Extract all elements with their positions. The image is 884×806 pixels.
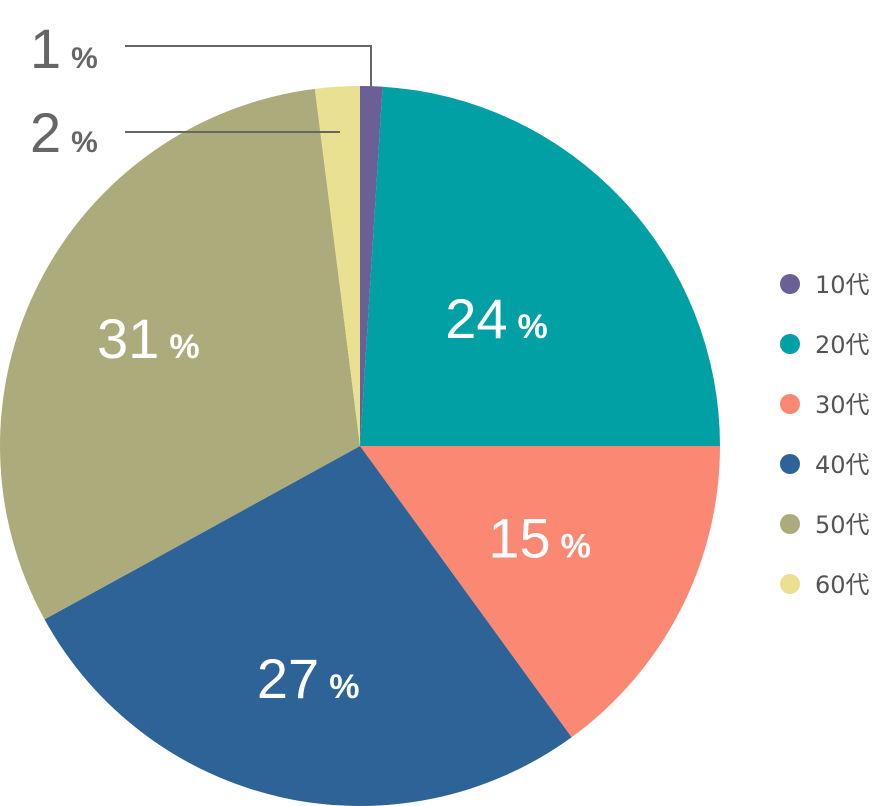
legend-label: 10代 [815, 271, 870, 299]
legend-label: 30代 [815, 391, 870, 419]
legend-swatch [780, 454, 800, 474]
legend: 10代 20代 30代 40代 50代 60代 [780, 271, 870, 599]
external-labels: 1 %2% [30, 17, 372, 164]
legend-swatch [780, 574, 800, 594]
legend-item-50代: 50代 [780, 511, 870, 539]
slice-labels: 24 % 15 % 27 % 31% [97, 287, 591, 710]
legend-item-30代: 30代 [780, 391, 870, 419]
slice-label-40代: 27% [257, 647, 360, 710]
legend-item-40代: 40代 [780, 451, 870, 479]
pie-slice-40代 [44, 446, 572, 806]
legend-swatch [780, 394, 800, 414]
legend-swatch [780, 334, 800, 354]
legend-swatch [780, 274, 800, 294]
legend-item-10代: 10代 [780, 271, 870, 299]
pie-slices [0, 86, 720, 806]
slice-label-50代: 31% [97, 307, 200, 370]
legend-label: 40代 [815, 451, 870, 479]
legend-item-20代: 20代 [780, 331, 870, 359]
pie-slice-50代 [0, 88, 360, 620]
slice-label-20代: 24% [445, 287, 548, 350]
pie-slice-20代 [360, 86, 720, 446]
legend-label: 60代 [815, 571, 870, 599]
pie-slice-10代 [360, 86, 383, 446]
legend-label: 20代 [815, 331, 870, 359]
svg-text:1%: 1% [30, 17, 98, 80]
legend-label: 50代 [815, 511, 870, 539]
callout-60代: 2% [30, 101, 340, 164]
legend-swatch [780, 514, 800, 534]
pie-slice-60代 [314, 86, 360, 446]
pie-slice-30代 [360, 446, 720, 738]
slice-label-30代: 15% [488, 507, 591, 570]
legend-item-60代: 60代 [780, 571, 870, 599]
callout-10代: 1% [30, 17, 372, 87]
svg-text:2%: 2% [30, 101, 98, 164]
